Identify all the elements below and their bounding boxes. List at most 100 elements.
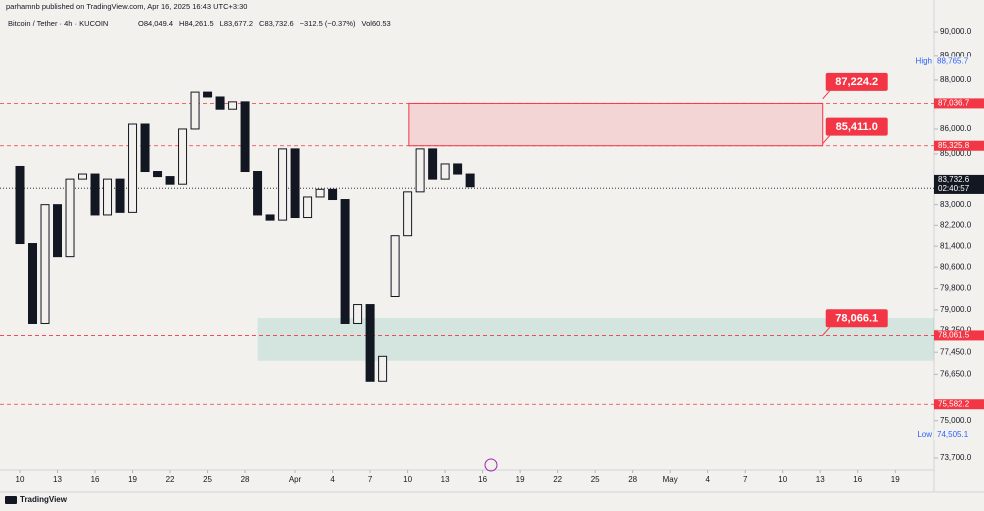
x-tick-label: 19 [516,475,525,484]
logo [5,496,17,504]
x-tick-label: 4 [705,475,710,484]
candle-body [415,148,425,193]
callout-leader [822,90,831,100]
ohlc-legend: Vol60.53 [362,19,391,28]
ohlc-legend: H84,261.5 [179,19,214,28]
y-tick-label: 86,000.0 [940,124,972,133]
candle-body [115,178,125,213]
candle-body [290,148,300,219]
callout-box [825,309,888,328]
candle-body [453,163,463,175]
y-tick-label: 77,450.0 [940,347,972,356]
x-tick-label: 25 [591,475,600,484]
x-tick-label: 13 [53,475,62,484]
candle-body [240,101,250,173]
x-tick-label: 7 [368,475,373,484]
price-line-label-bg [934,140,984,151]
candle-body [140,123,150,173]
ohlc-legend: L83,677.2 [220,19,253,28]
price-line-label-bg [934,330,984,341]
candle-body [353,304,363,324]
callout-leader [822,135,831,144]
x-tick-label: 25 [203,475,212,484]
candle-body [178,128,188,185]
x-tick-label: 22 [553,475,562,484]
candle-body [153,171,163,178]
x-tick-label: 4 [330,475,335,484]
ohlc-legend: −312.5 (−0.37%) [300,19,356,28]
candle-body [253,171,263,216]
y-tick-label: 79,000.0 [940,305,972,314]
x-tick-label: 13 [441,475,450,484]
callout-label: 78,066.1 [835,313,878,325]
x-tick-label: 13 [816,475,825,484]
high-name: High [916,57,932,66]
x-tick-label: 16 [478,475,487,484]
x-tick-label: May [663,475,678,484]
callout-box [825,72,888,91]
x-tick-label: 22 [166,475,175,484]
price-line-label-bg [934,98,984,109]
y-tick-label: 89,000.0 [940,51,972,60]
y-tick-label: 85,000.0 [940,149,972,158]
y-tick-label: 78,250.0 [940,325,972,334]
x-tick-label: 16 [853,475,862,484]
countdown: 02:40:57 [938,184,970,193]
x-tick-label: 19 [128,475,137,484]
low-value: 74,505.1 [937,430,969,439]
candle-body [390,235,400,297]
candle-body [28,243,38,324]
candle-body [78,173,88,180]
high-value: 88,765.7 [937,57,969,66]
y-tick-label: 88,000.0 [940,75,972,84]
y-tick-label: 80,600.0 [940,262,972,271]
candle-body [53,204,63,258]
price-line-label-bg [934,399,984,410]
y-tick-label: 73,700.0 [940,453,972,462]
price-line-label: 87,036.7 [938,99,970,108]
x-tick-label: 10 [16,475,25,484]
candle-body [203,91,213,98]
low-name: Low [917,430,932,439]
brand: TradingView [20,495,68,504]
y-tick-label: 79,800.0 [940,284,972,293]
replay-icon [484,458,498,472]
candle-body [315,188,325,198]
price-line-label: 78,061.5 [938,331,970,340]
candle-body [90,173,100,216]
callout-label: 85,411.0 [836,121,878,133]
candle-body [265,214,275,221]
x-tick-label: Apr [289,475,302,484]
x-tick-label: 19 [891,475,900,484]
ohlc-legend: C83,732.6 [259,19,294,28]
candle-body [165,176,175,185]
y-tick-label: 90,000.0 [940,27,972,36]
callout-label: 87,224.2 [835,76,878,88]
candle-body [428,148,438,180]
ohlc-legend: O84,049.4 [138,19,173,28]
candle-body [65,178,75,258]
zone [408,102,824,147]
candle-body [103,178,113,216]
publisher: parhamnb published on TradingView.com, A… [6,2,247,11]
y-tick-label: 76,650.0 [940,369,972,378]
low-label-bg [934,429,984,440]
candle-body [303,196,313,219]
x-tick-label: 28 [241,475,250,484]
plot-area [0,12,934,470]
candle-body [228,101,238,110]
candle-body [465,173,475,188]
price-line-label: 75,582.2 [938,399,970,408]
y-tick-label: 81,400.0 [940,241,972,250]
x-tick-label: 10 [403,475,412,484]
candle-body [365,304,375,382]
callout-box [825,117,888,136]
y-tick-label: 75,000.0 [940,416,972,425]
price-line-label: 85,325.8 [938,141,970,150]
candle-body [378,355,388,382]
last-price: 83,732.6 [938,175,970,184]
y-tick-label: 83,000.0 [940,200,972,209]
last-price-bg [934,174,984,194]
candle-body [340,199,350,324]
